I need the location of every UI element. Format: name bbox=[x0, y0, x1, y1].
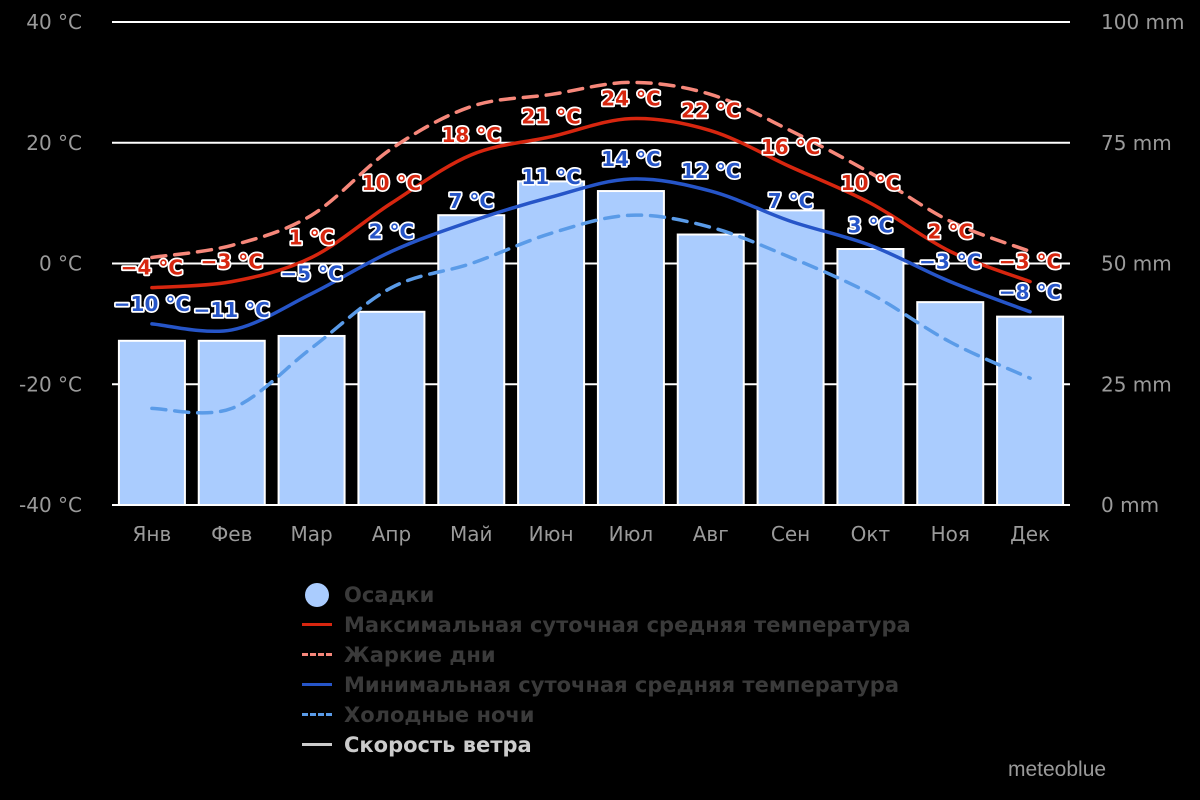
series-line bbox=[150, 116, 1032, 290]
precipitation-bar bbox=[996, 315, 1065, 506]
legend-label: Минимальная суточная средняя температура bbox=[344, 673, 900, 697]
x-tick-label: Июл bbox=[609, 522, 654, 546]
precipitation-bar bbox=[277, 334, 346, 507]
data-label: 16 °C bbox=[761, 135, 820, 159]
legend-item-wind-speed[interactable]: Скорость ветра bbox=[300, 730, 911, 760]
data-label: 2 °C bbox=[369, 219, 415, 243]
x-tick-label: Дек bbox=[1010, 522, 1050, 546]
data-label: −3 °C bbox=[201, 250, 263, 274]
brand-watermark: meteoblue bbox=[1008, 758, 1107, 781]
data-label: 7 °C bbox=[768, 189, 814, 213]
precipitation-bar bbox=[756, 209, 825, 506]
legend-label: Осадки bbox=[344, 583, 435, 607]
legend-item-precipitation[interactable]: Осадки bbox=[300, 580, 911, 610]
x-tick-label: Янв bbox=[133, 522, 172, 546]
precipitation-bars bbox=[117, 180, 1065, 507]
legend-item-cold-nights[interactable]: Холодные ночи bbox=[300, 700, 911, 730]
x-tick-label: Апр bbox=[372, 522, 411, 546]
x-tick-label: Ноя bbox=[931, 522, 970, 546]
legend-dashed-line-icon bbox=[300, 700, 334, 730]
precipitation-bar bbox=[357, 310, 426, 506]
y-left-tick-label: -20 °C bbox=[19, 372, 82, 396]
y-right-tick-label: 75 mm bbox=[1101, 131, 1172, 155]
data-label: 21 °C bbox=[521, 105, 580, 129]
data-label: −10 °C bbox=[114, 292, 190, 316]
data-label: 12 °C bbox=[681, 159, 740, 183]
precipitation-bar bbox=[916, 301, 985, 507]
legend-line-icon bbox=[300, 610, 334, 640]
legend-label: Жаркие дни bbox=[344, 643, 496, 667]
precipitation-bar bbox=[117, 339, 186, 506]
data-label: 2 °C bbox=[927, 219, 973, 243]
legend-item-min-temp[interactable]: Минимальная суточная средняя температура bbox=[300, 670, 911, 700]
x-tick-label: Май bbox=[450, 522, 493, 546]
y-right-tick-label: 25 mm bbox=[1101, 372, 1172, 396]
data-labels: −4 °C −3 °C 1 °C 10 °C 18 °C 21 °C 24 °C 22 °C 1… bbox=[112, 85, 1063, 324]
y-left-tick-label: 40 °C bbox=[26, 10, 82, 34]
precipitation-bar bbox=[517, 180, 586, 506]
data-label: −5 °C bbox=[280, 262, 342, 286]
legend-item-max-temp[interactable]: Максимальная суточная средняя температур… bbox=[300, 610, 911, 640]
dashed-series-line bbox=[150, 213, 1032, 415]
legend-label: Скорость ветра bbox=[344, 733, 532, 757]
legend-line-icon bbox=[300, 670, 334, 700]
chart-legend: Осадки Максимальная суточная средняя тем… bbox=[300, 580, 911, 760]
data-label: 7 °C bbox=[448, 189, 494, 213]
dashed-series-line bbox=[150, 80, 1032, 260]
legend-item-hot-days[interactable]: Жаркие дни bbox=[300, 640, 911, 670]
legend-label: Холодные ночи bbox=[344, 703, 535, 727]
series-line bbox=[150, 177, 1032, 334]
x-tick-label: Окт bbox=[851, 522, 891, 546]
x-tick-label: Мар bbox=[290, 522, 332, 546]
legend-line-icon bbox=[300, 730, 334, 760]
y-left-tick-label: 20 °C bbox=[26, 131, 82, 155]
data-label: −11 °C bbox=[194, 298, 270, 322]
data-label: −3 °C bbox=[919, 250, 981, 274]
legend-label: Максимальная суточная средняя температур… bbox=[344, 613, 911, 637]
legend-dot-icon bbox=[300, 580, 334, 610]
data-label: 24 °C bbox=[601, 87, 660, 111]
data-label: −8 °C bbox=[999, 280, 1061, 304]
precipitation-bar bbox=[836, 248, 905, 506]
x-tick-label: Сен bbox=[771, 522, 810, 546]
data-label: 3 °C bbox=[848, 213, 894, 237]
precipitation-bar bbox=[437, 214, 506, 506]
legend-dashed-line-icon bbox=[300, 640, 334, 670]
data-label: 10 °C bbox=[841, 171, 900, 195]
y-left-tick-label: 0 °C bbox=[39, 252, 82, 276]
data-label: 14 °C bbox=[601, 147, 660, 171]
data-label: 18 °C bbox=[442, 123, 501, 147]
y-left-tick-label: -40 °C bbox=[19, 493, 82, 517]
data-label: 1 °C bbox=[289, 225, 335, 249]
data-label: 22 °C bbox=[681, 99, 740, 123]
data-label: −4 °C bbox=[121, 256, 183, 280]
data-label: 11 °C bbox=[521, 165, 580, 189]
x-tick-label: Авг bbox=[693, 522, 729, 546]
y-right-tick-label: 50 mm bbox=[1101, 252, 1172, 276]
precipitation-bar bbox=[197, 339, 266, 506]
data-label: 10 °C bbox=[362, 171, 421, 195]
axes: 40 °C 20 °C 0 °C -20 °C -40 °C 100 mm 75 mm 50 … bbox=[19, 10, 1185, 546]
precipitation-bar bbox=[676, 233, 745, 507]
x-tick-label: Июн bbox=[529, 522, 574, 546]
y-right-tick-label: 100 mm bbox=[1101, 10, 1185, 34]
y-right-tick-label: 0 mm bbox=[1101, 493, 1159, 517]
x-tick-label: Фев bbox=[211, 522, 252, 546]
precipitation-bar bbox=[596, 190, 665, 507]
data-label: −3 °C bbox=[999, 250, 1061, 274]
